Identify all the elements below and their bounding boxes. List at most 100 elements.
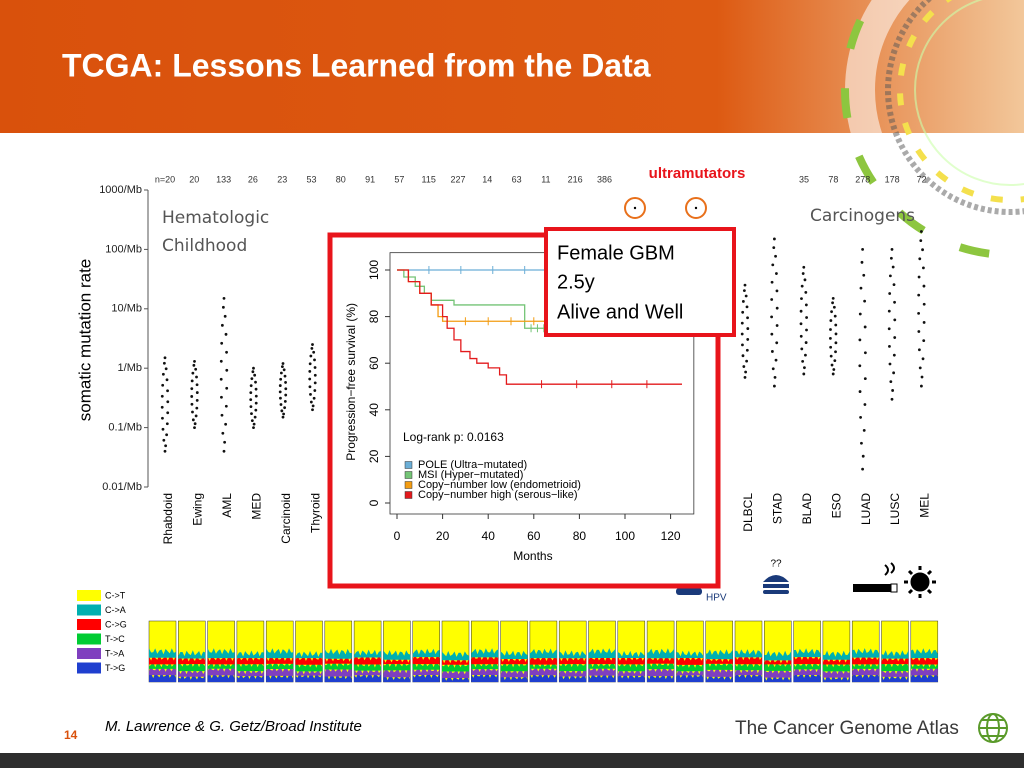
- dot: [195, 391, 199, 394]
- dot: [858, 364, 862, 368]
- dot: [861, 467, 864, 471]
- survival-curve: [397, 269, 682, 385]
- spectrum-strip: [265, 620, 294, 683]
- legend-label: T->C: [105, 634, 125, 644]
- dot: [800, 347, 804, 351]
- mutation-chart: 1000/Mb 100/Mb 10/Mb 1/Mb 0.1/Mb 0.01/Mb somat…: [75, 165, 931, 544]
- strip-band: [354, 649, 382, 658]
- dot: [252, 422, 256, 426]
- dot: [194, 414, 198, 418]
- strip-band: [412, 648, 440, 658]
- dot: [774, 254, 777, 258]
- dot: [890, 397, 894, 401]
- strip-band: [705, 649, 733, 660]
- legend-label: Copy−number high (serous−like): [418, 489, 578, 501]
- survival-chart: 0 20 40 60 80 100 0 20 40 60 80 100 120 Months Progres…: [344, 252, 695, 563]
- dot: [278, 384, 282, 387]
- dot: [164, 444, 168, 448]
- group-label: Childhood: [162, 236, 247, 256]
- legend-swatch: [404, 471, 413, 479]
- dot: [805, 316, 808, 319]
- dot: [771, 367, 775, 371]
- legend-label: C->G: [105, 619, 127, 629]
- strip-band: [529, 648, 557, 659]
- dot: [278, 390, 282, 394]
- hpv-icon: [676, 588, 702, 595]
- legend-swatch: [77, 590, 101, 601]
- dot: [917, 275, 921, 279]
- dot: [917, 330, 921, 333]
- x-tick-label: Thyroid: [309, 493, 323, 533]
- sun-icon: [904, 566, 936, 598]
- dot: [221, 305, 225, 309]
- dot: [741, 354, 745, 358]
- x-axis-title: Months: [513, 549, 552, 563]
- dot: [770, 280, 774, 284]
- dot: [249, 405, 253, 409]
- dot: [284, 387, 288, 391]
- dot: [801, 360, 805, 363]
- dot: [834, 323, 838, 327]
- dot: [219, 377, 223, 381]
- dot: [888, 274, 892, 278]
- n-label: 14: [482, 174, 492, 184]
- dot: [834, 341, 838, 345]
- dot: [308, 377, 312, 381]
- dot: [772, 246, 776, 249]
- n-label: 178: [885, 174, 900, 184]
- dot: [741, 343, 744, 347]
- y-tick-label: 0: [367, 499, 381, 506]
- n-label: 26: [248, 174, 258, 184]
- callout-line: Alive and Well: [557, 301, 683, 323]
- n-label: 23: [277, 174, 287, 184]
- dot: [225, 350, 228, 354]
- dot: [858, 338, 862, 342]
- strip-band: [793, 661, 821, 670]
- y-tick-label: 0.1/Mb: [108, 422, 142, 434]
- diet-label: ??: [770, 559, 782, 570]
- x-tick-label: 0: [394, 529, 401, 543]
- dot: [833, 359, 837, 363]
- ultramutator-circle: [685, 197, 707, 219]
- sample-column: [308, 343, 317, 412]
- strip-band: [442, 657, 469, 665]
- legend-label: C->T: [105, 590, 126, 600]
- dot: [863, 299, 867, 303]
- dot: [773, 384, 776, 388]
- dot: [863, 325, 867, 329]
- n-label: 78: [828, 174, 838, 184]
- strip-band: [852, 661, 880, 669]
- dot: [920, 230, 923, 233]
- spectrum-strip: [851, 620, 880, 683]
- dot: [254, 380, 257, 384]
- dot: [743, 376, 747, 379]
- dot: [280, 409, 284, 413]
- dot: [917, 348, 921, 352]
- legend-label: POLE (Ultra−mutated): [418, 459, 527, 471]
- dot: [893, 336, 897, 339]
- dot: [166, 389, 169, 393]
- legend-swatch: [77, 633, 101, 645]
- dot: [922, 266, 925, 270]
- x-tick-label: Carcinoid: [279, 493, 293, 544]
- dot: [254, 401, 258, 405]
- dot: [775, 324, 779, 327]
- dot: [802, 372, 806, 376]
- dot: [918, 366, 922, 370]
- dot: [160, 405, 164, 409]
- dot: [283, 406, 287, 410]
- dot: [220, 323, 224, 327]
- sample-column: [160, 356, 170, 453]
- dot: [922, 284, 926, 288]
- strip-band: [295, 668, 323, 676]
- strip-band: [910, 661, 938, 669]
- burger-icon: [763, 575, 789, 594]
- dot: [190, 402, 194, 406]
- strip-band: [412, 654, 440, 665]
- y-tick-label: 1000/Mb: [99, 184, 142, 196]
- dot: [770, 315, 774, 319]
- dot: [310, 346, 314, 350]
- dot: [888, 344, 891, 348]
- dot: [921, 357, 925, 361]
